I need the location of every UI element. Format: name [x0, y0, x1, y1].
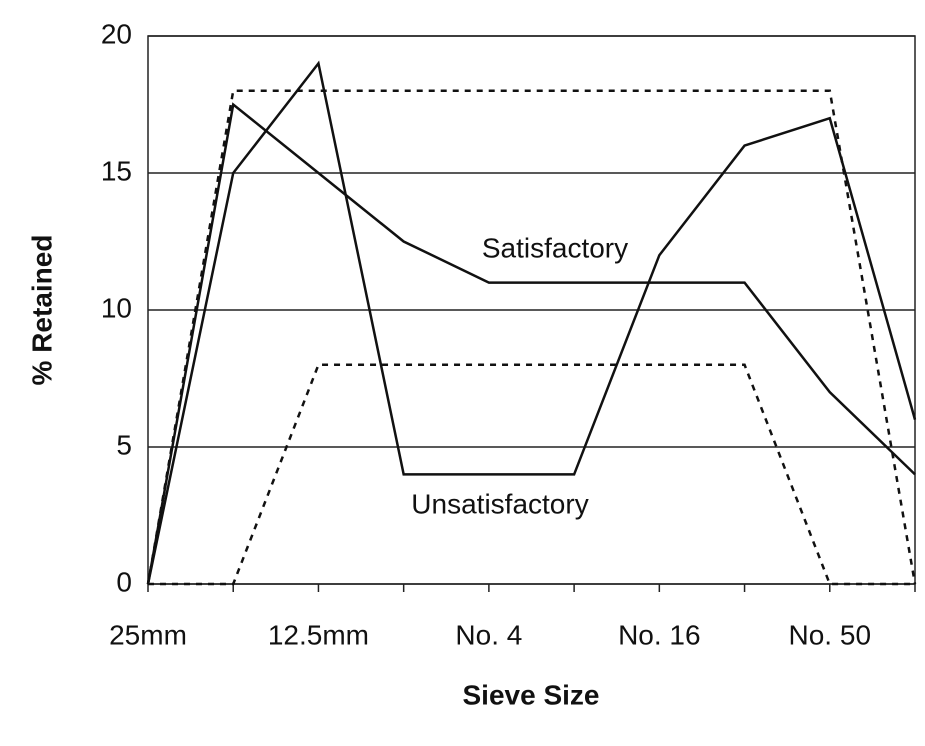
x-tick-label: No. 50 — [789, 619, 872, 650]
series-label: Unsatisfactory — [411, 488, 588, 519]
x-tick-label: No. 4 — [455, 619, 522, 650]
series-label: Satisfactory — [482, 232, 628, 263]
series-line — [148, 363, 915, 586]
series-line — [146, 60, 917, 585]
y-tick-label: 15 — [101, 155, 132, 186]
y-tick-label: 5 — [116, 429, 132, 460]
y-axis-title: % Retained — [26, 235, 57, 386]
series-line — [146, 89, 917, 585]
y-tick-label: 20 — [101, 18, 132, 49]
x-axis-title: Sieve Size — [463, 679, 600, 710]
x-tick-label: 25mm — [109, 619, 187, 650]
series-line — [146, 102, 916, 585]
y-tick-label: 10 — [101, 292, 132, 323]
y-tick-label: 0 — [116, 566, 132, 597]
x-tick-label: 12.5mm — [268, 619, 369, 650]
x-tick-label: No. 16 — [618, 619, 701, 650]
